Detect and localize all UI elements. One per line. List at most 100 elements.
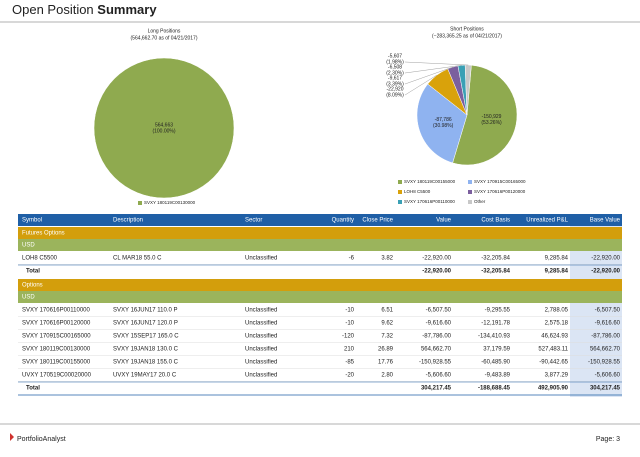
total-cell: 304,217.45 bbox=[590, 386, 621, 392]
cell: -9,483.89 bbox=[485, 373, 511, 379]
cell: -120 bbox=[342, 334, 355, 340]
chart-title: Long Positions bbox=[148, 28, 181, 34]
cell: SVXY 170915C00165000 bbox=[22, 334, 91, 340]
legend-label: SVXY 180119C00155000 bbox=[404, 179, 456, 184]
cell: SVXY 16JUN17 110.0 P bbox=[113, 308, 178, 314]
cell: 210 bbox=[344, 347, 355, 353]
cell: -22,920.00 bbox=[422, 256, 451, 262]
legend-label: SVXY 170616P00120000 bbox=[474, 189, 526, 194]
brand-logo bbox=[10, 433, 14, 441]
legend-label: LOH8 C5500 bbox=[404, 189, 431, 194]
cell: -6,507.50 bbox=[426, 308, 452, 314]
cell: 9.62 bbox=[381, 321, 393, 327]
total-cell: -32,205.84 bbox=[481, 269, 510, 275]
cell: Unclassified bbox=[245, 256, 277, 262]
leader-line bbox=[404, 65, 462, 74]
cell: -10 bbox=[345, 308, 354, 314]
cell: -6 bbox=[349, 256, 355, 262]
cell: 2,788.05 bbox=[545, 308, 569, 314]
slice-value-label: -9,617 bbox=[388, 75, 402, 81]
cell: SVXY 180119C00155000 bbox=[22, 360, 91, 366]
column-header: Sector bbox=[245, 218, 262, 224]
total-cell: -22,920.00 bbox=[422, 269, 451, 275]
chart-title: Short Positions bbox=[450, 26, 484, 32]
cell: SVXY 170616P00120000 bbox=[22, 321, 91, 327]
cell: -22,920.00 bbox=[591, 256, 620, 262]
currency-row bbox=[18, 239, 622, 251]
currency-row bbox=[18, 291, 622, 303]
column-header: Cost Basis bbox=[481, 218, 510, 224]
column-header: Close Price bbox=[362, 218, 393, 224]
section-row bbox=[18, 279, 622, 291]
chart-subtitle: (564,662.70 as of 04/21/2017) bbox=[131, 35, 198, 41]
slice-percent-label: (2.30%) bbox=[386, 70, 404, 76]
legend-swatch bbox=[398, 200, 402, 204]
total-label: Total bbox=[26, 269, 40, 275]
legend-swatch bbox=[398, 180, 402, 184]
page-number: Page: 3 bbox=[596, 436, 620, 443]
pie-slice bbox=[93, 57, 235, 199]
cell: CL MAR18 55.0 C bbox=[113, 256, 162, 262]
cell: -32,205.84 bbox=[481, 256, 510, 262]
slice-percent-label: (53.26%) bbox=[481, 120, 502, 126]
cell: -10 bbox=[345, 321, 354, 327]
column-header: Base Value bbox=[590, 218, 621, 224]
cell: 3.82 bbox=[381, 256, 393, 262]
cell: -87,786.00 bbox=[591, 334, 620, 340]
cell: 46,624.93 bbox=[541, 334, 568, 340]
cell: -60,485.90 bbox=[481, 360, 510, 366]
currency-name: USD bbox=[22, 243, 35, 249]
cell: -134,410.93 bbox=[478, 334, 511, 340]
section-name: Futures Options bbox=[22, 231, 65, 237]
total-label: Total bbox=[26, 386, 40, 392]
cell: 7.32 bbox=[381, 334, 393, 340]
cell: UVXY 19MAY17 20.0 C bbox=[113, 373, 177, 379]
legend-swatch bbox=[398, 190, 402, 194]
legend-label: Other bbox=[474, 199, 486, 204]
cell: -150,928.55 bbox=[588, 360, 621, 366]
cell: -9,616.60 bbox=[595, 321, 621, 327]
cell: -87,786.00 bbox=[422, 334, 451, 340]
slice-value-label: -6,508 bbox=[388, 64, 402, 70]
cell: 9,285.84 bbox=[545, 256, 569, 262]
slice-value-label: -150,929 bbox=[482, 114, 502, 120]
cell: -5,606.60 bbox=[426, 373, 452, 379]
slice-value-label: 564,663 bbox=[155, 122, 173, 128]
column-header: Symbol bbox=[22, 218, 42, 224]
leader-line bbox=[404, 66, 453, 85]
slice-percent-label: (8.09%) bbox=[386, 92, 404, 98]
cell: -9,295.55 bbox=[485, 308, 511, 314]
cell: -90,442.65 bbox=[539, 360, 568, 366]
slice-percent-label: (100.00%) bbox=[152, 128, 175, 134]
page-title: Open Position Summary bbox=[12, 2, 157, 17]
legend-swatch bbox=[138, 201, 142, 205]
leader-line bbox=[404, 74, 437, 96]
total-cell: 304,217.45 bbox=[421, 386, 452, 392]
brand: PortfolioAnalyst bbox=[17, 436, 66, 443]
cell: SVXY 170616P00110000 bbox=[22, 308, 91, 314]
cell: SVXY 16JUN17 120.0 P bbox=[113, 321, 178, 327]
title-prefix: Open Position bbox=[12, 2, 94, 17]
cell: SVXY 180119C00130000 bbox=[22, 347, 91, 353]
cell: LOH8 C5500 bbox=[22, 256, 58, 262]
cell: -6,507.50 bbox=[595, 308, 621, 314]
cell: -20 bbox=[345, 373, 354, 379]
pie-slice bbox=[452, 64, 518, 166]
cell: 17.76 bbox=[378, 360, 394, 366]
section-row bbox=[18, 227, 622, 239]
cell: 2,575.18 bbox=[545, 321, 569, 327]
cell: Unclassified bbox=[245, 373, 277, 379]
cell: Unclassified bbox=[245, 321, 277, 327]
cell: Unclassified bbox=[245, 334, 277, 340]
cell: 564,662.70 bbox=[590, 347, 621, 353]
pie-slice bbox=[416, 83, 468, 164]
cell: 527,483.11 bbox=[538, 347, 568, 353]
legend-label: SVXY 170616P00110000 bbox=[404, 199, 455, 204]
cell: -12,191.78 bbox=[481, 321, 510, 327]
cell: 3,877.29 bbox=[545, 373, 569, 379]
slice-value-label: -22,920 bbox=[387, 86, 404, 92]
legend-swatch bbox=[468, 200, 472, 204]
cell: -5,606.60 bbox=[595, 373, 621, 379]
cell: Unclassified bbox=[245, 360, 277, 366]
